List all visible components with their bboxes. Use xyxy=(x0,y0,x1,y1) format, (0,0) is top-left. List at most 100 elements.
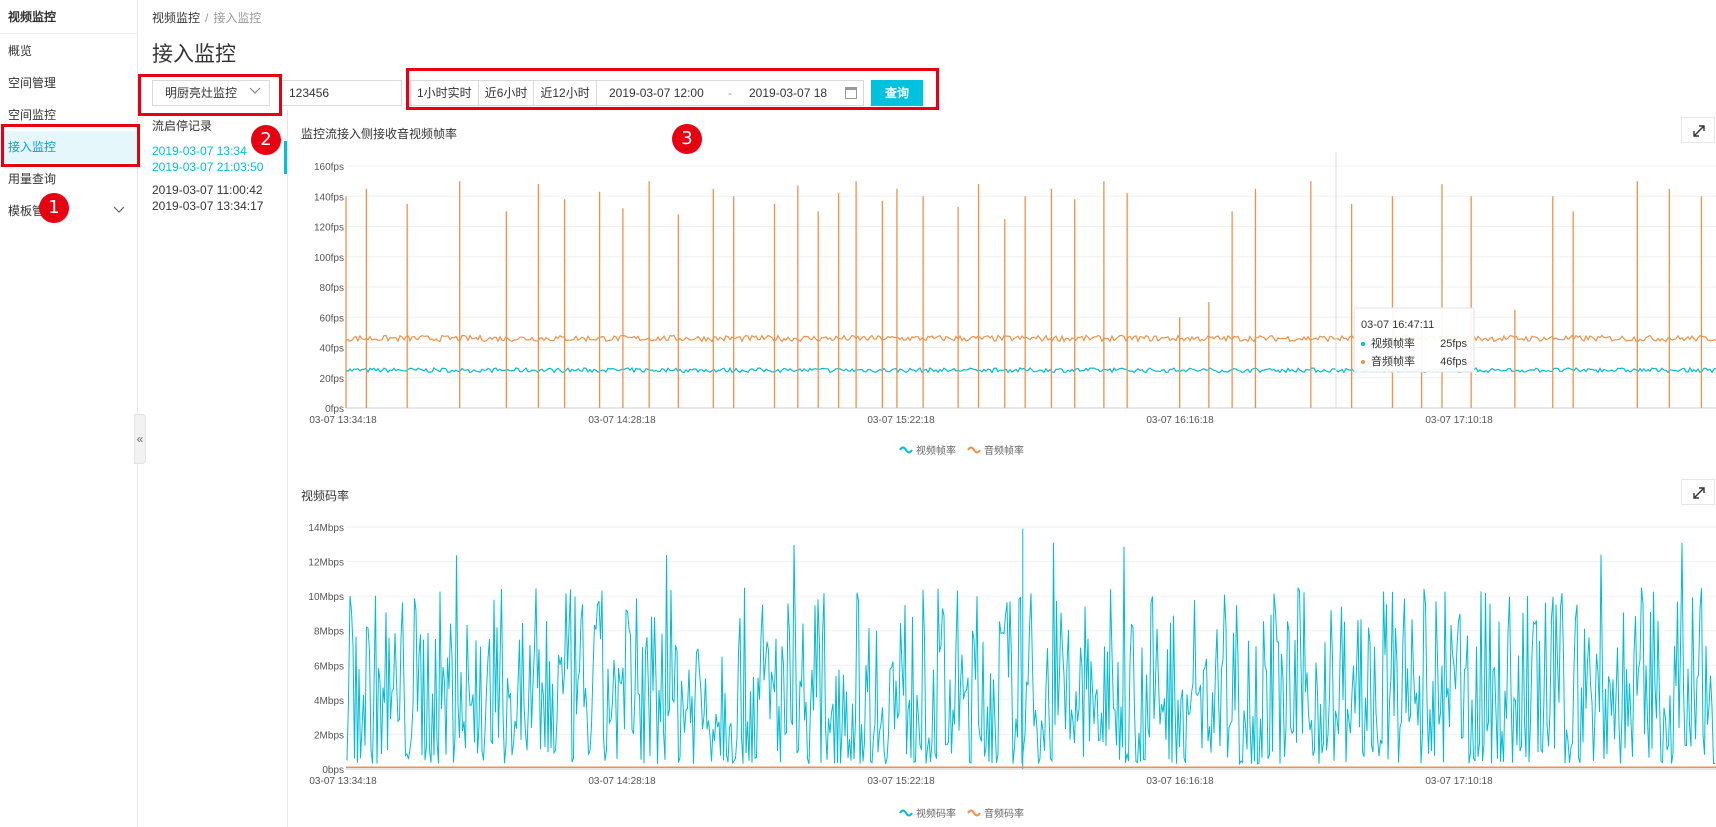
y-tick-label: 8Mbps xyxy=(314,627,344,638)
tooltip: 03-07 16:47:11 视频帧率 25fps 音频帧率 46fps xyxy=(1353,307,1475,373)
breadcrumb: 视频监控 / 接入监控 xyxy=(152,9,261,26)
y-tick-label: 20fps xyxy=(320,374,344,385)
y-tick-label: 140fps xyxy=(314,192,344,203)
x-tick-label: 03-07 13:34:18 xyxy=(309,415,377,426)
expand-icon xyxy=(1693,125,1705,137)
legend-swatch xyxy=(967,446,981,454)
date-range-picker[interactable]: 2019-03-07 12:00 - 2019-03-07 18 xyxy=(596,80,864,106)
sidebar-item-space-monitor[interactable]: 空间监控 xyxy=(8,108,57,122)
y-tick-label: 160fps xyxy=(314,162,344,173)
y-tick-label: 10Mbps xyxy=(308,592,344,603)
end-date[interactable]: 2019-03-07 18 xyxy=(749,86,828,100)
legend-label: 视频码率 xyxy=(916,807,956,820)
x-tick-label: 03-07 17:10:18 xyxy=(1425,776,1493,787)
breadcrumb-root[interactable]: 视频监控 xyxy=(152,11,201,25)
tooltip-value: 25fps xyxy=(1440,338,1467,350)
y-tick-label: 14Mbps xyxy=(308,523,344,534)
tooltip-value: 46fps xyxy=(1440,356,1467,368)
breadcrumb-current: 接入监控 xyxy=(213,11,262,25)
tooltip-box xyxy=(1353,307,1475,373)
bitrate-chart[interactable]: 0bps 2Mbps 4Mbps 6Mbps 8Mbps 10Mbps 12Mbps 14Mb… xyxy=(290,515,1716,827)
x-tick-label: 03-07 16:16:18 xyxy=(1146,415,1214,426)
legend-swatch xyxy=(967,809,981,817)
chevron-down-icon xyxy=(249,81,261,105)
y-tick-label: 40fps xyxy=(320,344,344,355)
sidebar: 视频监控 概览 空间管理 空间监控 接入监控 用量查询 模板管理 xyxy=(0,0,138,827)
series-line-video-framerate xyxy=(345,366,1716,374)
x-tick-label: 03-07 15:22:18 xyxy=(867,776,935,787)
x-tick-label: 03-07 16:16:18 xyxy=(1146,776,1214,787)
query-button[interactable]: 查询 xyxy=(871,80,923,106)
annotation-box-1 xyxy=(1,124,140,167)
annotation-box-2 xyxy=(138,74,282,116)
record-end[interactable]: 2019-03-07 21:03:50 xyxy=(152,160,264,174)
calendar-icon[interactable] xyxy=(845,87,857,99)
stream-records-panel: 流启停记录 2019-03-07 13:34 2019-03-07 21:03:… xyxy=(138,110,288,827)
sidebar-item-overview[interactable]: 概览 xyxy=(8,44,33,58)
tooltip-time: 03-07 16:47:11 xyxy=(1361,319,1434,331)
series-line-audio-framerate xyxy=(345,334,1716,343)
range-12h-button[interactable]: 近12小时 xyxy=(534,81,596,105)
x-tick-label: 03-07 13:34:18 xyxy=(309,776,377,787)
annotation-marker-2: 2 xyxy=(251,125,281,155)
record-selected-indicator xyxy=(284,141,287,174)
sidebar-item-space-management[interactable]: 空间管理 xyxy=(8,76,57,90)
annotation-marker-1: 1 xyxy=(39,193,69,223)
chart-framerate-title: 监控流接入侧接收音视频帧率 xyxy=(301,127,458,141)
x-tick-label: 03-07 14:28:18 xyxy=(588,776,656,787)
sidebar-item-access-monitor[interactable]: 接入监控 xyxy=(0,131,137,163)
record-end[interactable]: 2019-03-07 13:34:17 xyxy=(152,199,264,213)
expand-icon xyxy=(1693,487,1705,499)
tooltip-label: 音频帧率 xyxy=(1371,354,1415,368)
sidebar-collapse-button[interactable]: « xyxy=(134,414,146,464)
x-tick-label: 03-07 15:22:18 xyxy=(867,415,935,426)
tooltip-dot xyxy=(1361,360,1365,364)
tooltip-label: 视频帧率 xyxy=(1371,336,1415,350)
domain-select[interactable]: 明厨亮灶监控 xyxy=(152,80,270,106)
legend-swatch xyxy=(899,446,913,454)
legend-label: 音频帧率 xyxy=(984,444,1024,457)
y-tick-label: 2Mbps xyxy=(314,730,344,741)
legend-item: 视频码率 xyxy=(899,807,956,820)
series-line-video-bitrate xyxy=(346,542,1716,766)
y-tick-label: 100fps xyxy=(314,253,344,264)
record-start[interactable]: 2019-03-07 11:00:42 xyxy=(152,183,263,197)
chevron-down-icon xyxy=(113,195,125,227)
date-range-separator: - xyxy=(728,86,732,100)
breadcrumb-separator: / xyxy=(205,11,209,25)
sidebar-title: 视频监控 xyxy=(0,0,137,34)
annotation-marker-3: 3 xyxy=(672,124,702,154)
chart-bitrate-title: 视频码率 xyxy=(301,489,350,503)
tooltip-dot xyxy=(1361,342,1365,346)
y-tick-label: 0fps xyxy=(325,404,344,415)
y-tick-label: 80fps xyxy=(320,283,344,294)
legend-item: 音频帧率 xyxy=(967,444,1024,457)
expand-chart-button[interactable] xyxy=(1681,117,1715,143)
y-tick-label: 60fps xyxy=(320,313,344,324)
y-tick-label: 0bps xyxy=(322,765,344,776)
sidebar-item-usage-query[interactable]: 用量查询 xyxy=(8,172,57,186)
time-range-group: 1小时实时 近6小时 近12小时 xyxy=(410,80,597,106)
x-tick-label: 03-07 14:28:18 xyxy=(588,415,656,426)
records-title: 流启停记录 xyxy=(152,119,213,133)
page-title: 接入监控 xyxy=(152,43,236,66)
x-tick-label: 03-07 17:10:18 xyxy=(1425,415,1493,426)
legend-label: 视频帧率 xyxy=(916,444,956,457)
legend-swatch xyxy=(899,809,913,817)
record-start[interactable]: 2019-03-07 13:34 xyxy=(152,144,247,158)
y-tick-label: 120fps xyxy=(314,223,344,234)
legend-item: 音频码率 xyxy=(967,807,1024,820)
y-tick-label: 6Mbps xyxy=(314,661,344,672)
y-tick-label: 4Mbps xyxy=(314,696,344,707)
stream-id-input[interactable]: 123456 xyxy=(280,80,402,106)
framerate-chart[interactable]: 0fps 20fps 40fps 60fps 80fps 100fps 120fps 140f… xyxy=(290,150,1716,460)
legend-item: 视频帧率 xyxy=(899,444,956,457)
domain-select-value: 明厨亮灶监控 xyxy=(165,86,238,100)
start-date[interactable]: 2019-03-07 12:00 xyxy=(609,86,704,100)
expand-chart-button[interactable] xyxy=(1681,479,1715,505)
range-6h-button[interactable]: 近6小时 xyxy=(478,81,535,105)
y-tick-label: 12Mbps xyxy=(308,558,344,569)
range-1h-button[interactable]: 1小时实时 xyxy=(411,81,479,105)
annotation-box-3 xyxy=(406,68,939,110)
legend-label: 音频码率 xyxy=(984,807,1024,820)
